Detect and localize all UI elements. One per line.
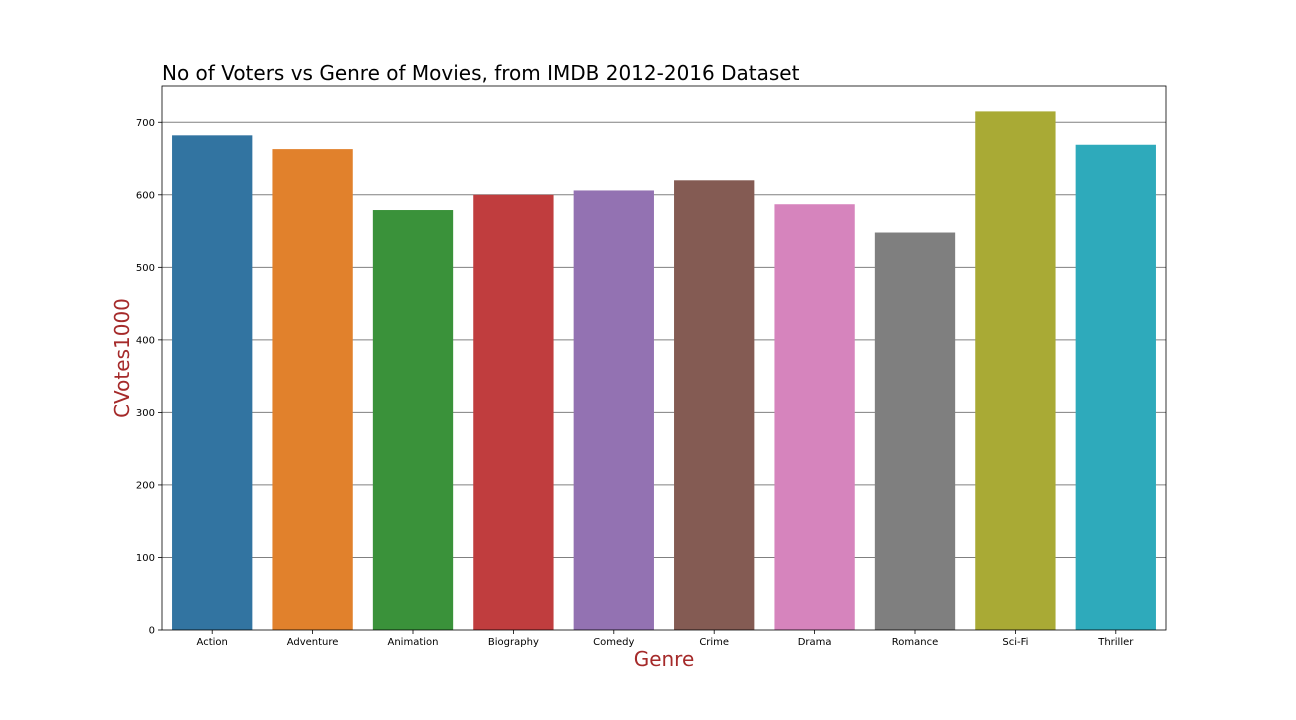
x-tick-label: Biography: [488, 637, 539, 648]
y-tick-label: 500: [136, 263, 155, 274]
x-tick-label: Sci-Fi: [1002, 637, 1028, 648]
y-tick-label: 100: [136, 553, 155, 564]
bar-romance: [874, 232, 956, 630]
bar-drama: [774, 204, 855, 630]
x-axis-label: Genre: [634, 647, 695, 671]
y-tick-label: 600: [136, 190, 155, 201]
bar-adventure: [272, 149, 353, 630]
bar-biography: [473, 194, 554, 631]
y-axis-ticks: 0 100 200 300 400 500 600 700: [136, 118, 162, 637]
bar-crime: [674, 180, 755, 630]
x-tick-label: Adventure: [287, 637, 339, 648]
plot-frame: [161, 85, 1167, 631]
x-tick-label: Comedy: [593, 637, 634, 648]
x-axis-ticks: Action Adventure Animation Biography Comedy C…: [197, 630, 1134, 648]
chart-title: No of Voters vs Genre of Movies, from IM…: [162, 61, 800, 85]
bar-action: [172, 135, 253, 630]
x-tick-label: Crime: [699, 637, 729, 648]
x-tick-label: Action: [197, 637, 228, 648]
x-tick-label: Drama: [798, 637, 832, 648]
x-tick-label: Animation: [388, 637, 439, 648]
x-tick-label: Thriller: [1097, 637, 1134, 648]
y-tick-label: 300: [136, 408, 155, 419]
y-tick-label: 700: [136, 118, 155, 129]
y-axis-label: CVotes1000: [110, 298, 134, 418]
bar-thriller: [1075, 144, 1156, 630]
bar-comedy: [573, 190, 654, 630]
y-tick-label: 0: [149, 626, 155, 637]
x-tick-label: Romance: [892, 637, 938, 648]
bars: [172, 111, 1156, 631]
y-tick-label: 200: [136, 480, 155, 491]
y-tick-label: 400: [136, 335, 155, 346]
bar-sci-fi: [975, 111, 1056, 631]
bar-animation: [372, 210, 454, 631]
